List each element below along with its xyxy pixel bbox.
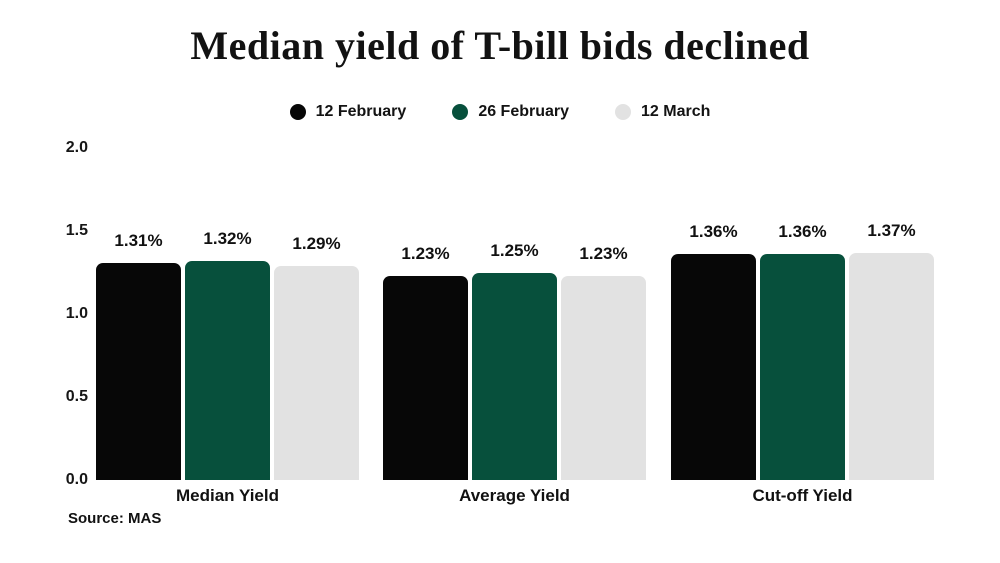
bar xyxy=(849,252,934,480)
legend-dot-icon xyxy=(452,104,469,120)
bar-value-label: 1.37% xyxy=(867,220,916,240)
bar-value-label: 1.23% xyxy=(401,243,450,263)
legend-dot-icon xyxy=(289,104,306,120)
bar xyxy=(671,254,756,480)
y-axis-tick-label: 0.5 xyxy=(65,388,88,405)
y-axis-tick-label: 0.0 xyxy=(65,471,88,488)
bar-value-label: 1.25% xyxy=(490,240,539,260)
bar-value-label: 1.36% xyxy=(689,222,738,242)
legend-label: 12 February xyxy=(315,103,407,120)
source-note: Source: MAS xyxy=(68,510,162,527)
bar-value-label: 1.36% xyxy=(778,222,827,242)
bar-value-label: 1.29% xyxy=(292,233,341,253)
legend-label: 26 February xyxy=(478,103,570,120)
bar xyxy=(383,275,468,480)
y-axis-tick-label: 2.0 xyxy=(65,139,88,156)
legend-item: 26 February xyxy=(452,103,569,121)
bar-value-label: 1.31% xyxy=(114,230,163,250)
bar xyxy=(760,254,845,480)
y-axis-tick-label: 1.0 xyxy=(65,305,88,322)
bar xyxy=(274,265,359,480)
legend-item: 12 March xyxy=(615,103,710,121)
bar xyxy=(96,262,181,480)
bar-value-label: 1.23% xyxy=(579,243,628,263)
bar-value-label: 1.32% xyxy=(203,228,252,248)
legend-dot-icon xyxy=(615,104,632,120)
category-label: Cut-off Yield xyxy=(752,486,853,505)
chart-legend: 12 February 26 February 12 March xyxy=(0,103,1000,121)
category-label: Average Yield xyxy=(459,486,570,505)
category-label: Median Yield xyxy=(176,486,279,505)
bar xyxy=(185,260,270,480)
chart-title: Median yield of T-bill bids declined xyxy=(190,23,810,68)
y-axis-tick-label: 1.5 xyxy=(65,222,88,239)
legend-item: 12 February xyxy=(289,103,407,121)
legend-label: 12 March xyxy=(641,103,711,120)
bar xyxy=(472,272,557,480)
bar xyxy=(561,275,646,480)
